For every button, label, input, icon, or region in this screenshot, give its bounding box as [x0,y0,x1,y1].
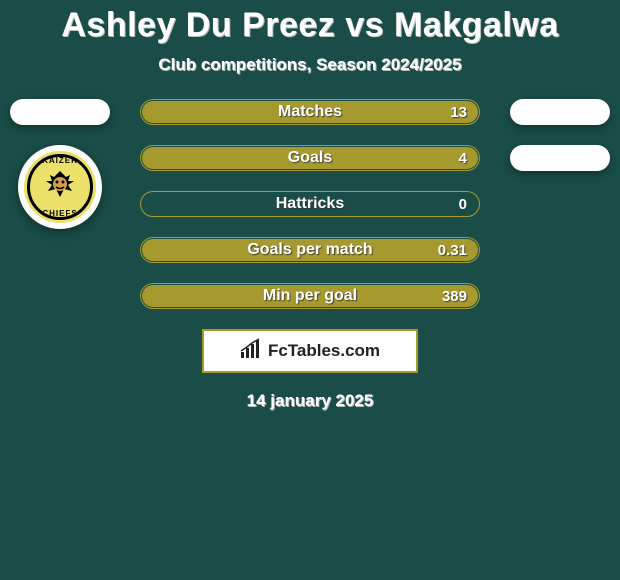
player-right-pill-1 [510,99,610,125]
left-side-column: KAIZER CHIEFS [10,99,110,229]
stat-value: 13 [450,100,467,124]
stat-value: 389 [442,284,467,308]
date-label: 14 january 2025 [0,391,620,411]
club-badge-inner: KAIZER CHIEFS [27,154,93,220]
content-area: KAIZER CHIEFS Matches13 Goals4 Hattricks0 G… [0,99,620,309]
stat-value: 0 [459,192,467,216]
club-emblem-icon [40,167,80,207]
stat-bars: Matches13 Goals4 Hattricks0 Goals per match… [140,99,480,309]
stat-label: Goals [141,146,479,170]
branding-box[interactable]: FcTables.com [202,329,418,373]
player-right-pill-2 [510,145,610,171]
stat-bar: Goals per match0.31 [140,237,480,263]
stat-value: 4 [459,146,467,170]
page-subtitle: Club competitions, Season 2024/2025 [0,55,620,75]
branding-text: FcTables.com [268,341,380,361]
stat-label: Matches [141,100,479,124]
club-name-top: KAIZER [30,156,90,165]
stat-label: Hattricks [141,192,479,216]
club-name-bottom: CHIEFS [30,209,90,218]
stat-bar: Matches13 [140,99,480,125]
stat-value: 0.31 [438,238,467,262]
stat-bar: Goals4 [140,145,480,171]
club-badge-left: KAIZER CHIEFS [18,145,102,229]
chart-icon [240,338,262,365]
player-left-pill [10,99,110,125]
right-side-column [510,99,610,171]
stat-label: Goals per match [141,238,479,262]
stat-bar: Hattricks0 [140,191,480,217]
stat-bar: Min per goal389 [140,283,480,309]
stat-label: Min per goal [141,284,479,308]
page-title: Ashley Du Preez vs Makgalwa [0,0,620,45]
